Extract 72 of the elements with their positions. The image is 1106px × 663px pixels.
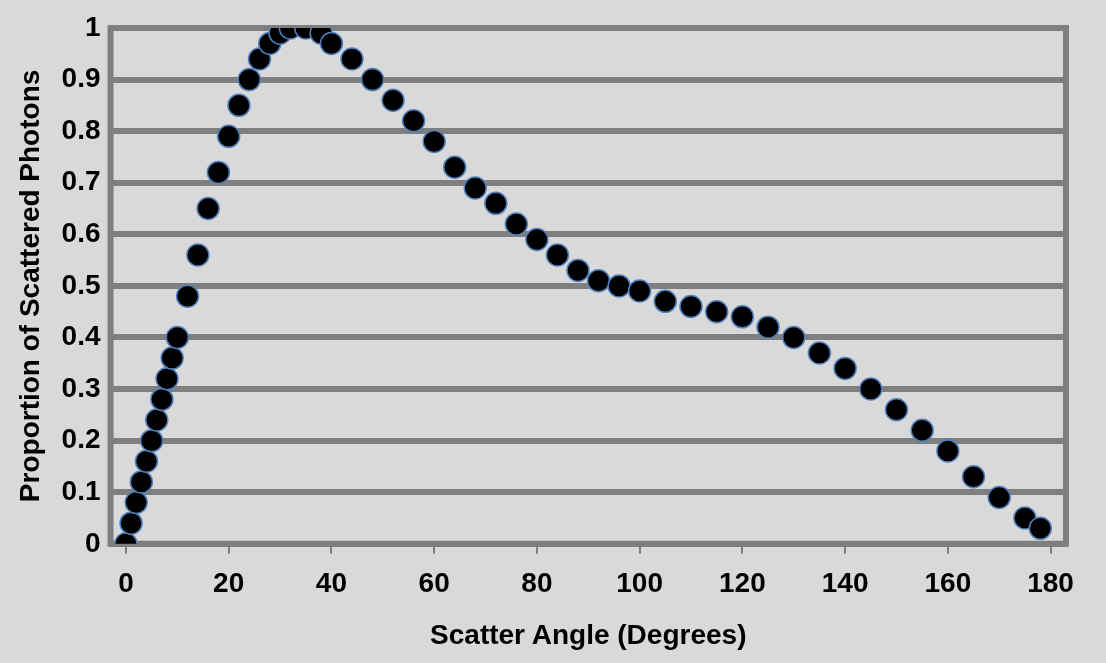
x-tick-label: 0 [118, 567, 134, 599]
point [150, 387, 174, 412]
point [381, 88, 405, 112]
y-axis-title: Proportion of Scattered Photons [13, 69, 45, 503]
y-tick-label: 0.3 [61, 371, 101, 403]
x-tick-label: 40 [315, 567, 347, 599]
y-tick-label: 0.1 [61, 474, 101, 506]
point [859, 377, 883, 401]
y-tick-label: 0.7 [61, 165, 101, 197]
y-tick-label: 0.2 [61, 423, 101, 455]
y-tick-label: 0.6 [61, 217, 101, 249]
point [319, 31, 344, 56]
point [186, 243, 210, 267]
point [833, 356, 857, 381]
point [607, 274, 631, 298]
x-tick-label: 80 [521, 567, 553, 599]
point [401, 109, 426, 133]
point [961, 465, 986, 489]
point [442, 155, 467, 180]
point [463, 176, 487, 200]
y-tick-label: 0.9 [61, 62, 101, 94]
point [1028, 516, 1053, 541]
point [884, 397, 909, 422]
point [422, 129, 446, 154]
point [730, 305, 755, 329]
point [196, 196, 220, 221]
point [134, 449, 159, 474]
point [216, 124, 241, 149]
point [525, 227, 549, 252]
point [653, 289, 678, 314]
point [124, 490, 148, 515]
point [119, 511, 143, 535]
y-tick-label: 0.4 [61, 320, 101, 352]
point [910, 418, 934, 443]
point [139, 428, 164, 453]
point [1013, 506, 1037, 530]
point [987, 485, 1011, 510]
point [227, 93, 251, 118]
point [807, 341, 832, 365]
x-tick-label: 60 [418, 567, 450, 599]
point [545, 243, 570, 267]
point [484, 191, 508, 216]
x-axis-title: Scatter Angle (Degrees) [430, 618, 747, 650]
y-tick-label: 1 [84, 10, 101, 42]
x-tick-label: 160 [924, 567, 972, 599]
point [155, 366, 179, 391]
x-tick-label: 140 [821, 567, 869, 599]
point [756, 315, 780, 339]
y-tick-label: 0 [84, 526, 101, 558]
point [936, 439, 960, 463]
point [129, 470, 154, 494]
point [206, 160, 231, 185]
point [160, 346, 184, 370]
y-tick-label: 0.5 [61, 268, 101, 300]
x-tick-label: 100 [616, 567, 663, 599]
point [781, 325, 806, 350]
x-tick-label: 120 [719, 567, 766, 599]
point [566, 258, 590, 283]
point [340, 47, 364, 71]
point [504, 212, 529, 236]
point [237, 67, 261, 92]
point [360, 67, 385, 92]
point [175, 284, 200, 308]
point [627, 279, 652, 303]
x-tick-label: 180 [1027, 567, 1074, 599]
point [704, 299, 729, 324]
point [586, 268, 611, 293]
x-tick-label: 20 [213, 567, 245, 599]
y-tick-label: 0.8 [61, 113, 101, 145]
point [165, 325, 190, 350]
point [679, 294, 703, 319]
point [145, 408, 169, 432]
